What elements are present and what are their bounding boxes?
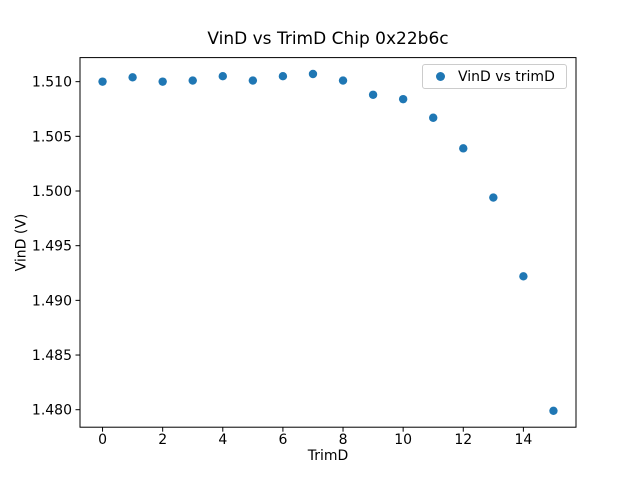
data-point	[218, 71, 227, 81]
x-tick-label: 8	[339, 432, 348, 448]
data-point	[98, 77, 107, 86]
chart-title: VinD vs TrimD Chip 0x22b6c	[207, 29, 449, 49]
y-tick-label: 1.495	[32, 239, 72, 255]
data-point	[489, 193, 498, 202]
data-point	[128, 73, 137, 82]
data-point	[338, 76, 348, 85]
y-tick-label: 1.480	[32, 403, 72, 419]
x-tick-label: 0	[98, 432, 107, 448]
data-point	[158, 77, 167, 86]
data-point	[549, 406, 558, 415]
y-tick-label: 1.490	[32, 293, 72, 309]
legend-marker-dot	[436, 72, 445, 81]
y-axis-label: VinD (V)	[13, 213, 30, 272]
y-tick-label: 1.485	[32, 348, 72, 364]
data-point	[278, 71, 288, 81]
data-point	[459, 144, 468, 153]
legend: VinD vs trimD	[422, 64, 567, 89]
x-tick-label: 2	[158, 432, 167, 448]
x-tick-label: 12	[454, 432, 472, 448]
data-point	[308, 69, 318, 79]
x-axis-label: TrimD	[307, 448, 349, 464]
data-point	[188, 76, 197, 85]
x-tick-label: 14	[514, 432, 532, 448]
data-point	[248, 76, 258, 85]
data-point	[398, 94, 408, 104]
data-point	[429, 113, 438, 122]
y-tick-label: 1.500	[32, 184, 72, 200]
y-tick-label: 1.510	[32, 75, 72, 91]
legend-label: VinD vs trimD	[458, 68, 555, 85]
x-tick-label: 4	[218, 432, 227, 448]
x-tick-label: 10	[394, 432, 412, 448]
x-tick-label: 6	[278, 432, 287, 448]
data-point	[519, 272, 528, 281]
y-tick-label: 1.505	[32, 129, 72, 145]
axes-frame	[79, 57, 577, 428]
data-point	[368, 90, 378, 99]
